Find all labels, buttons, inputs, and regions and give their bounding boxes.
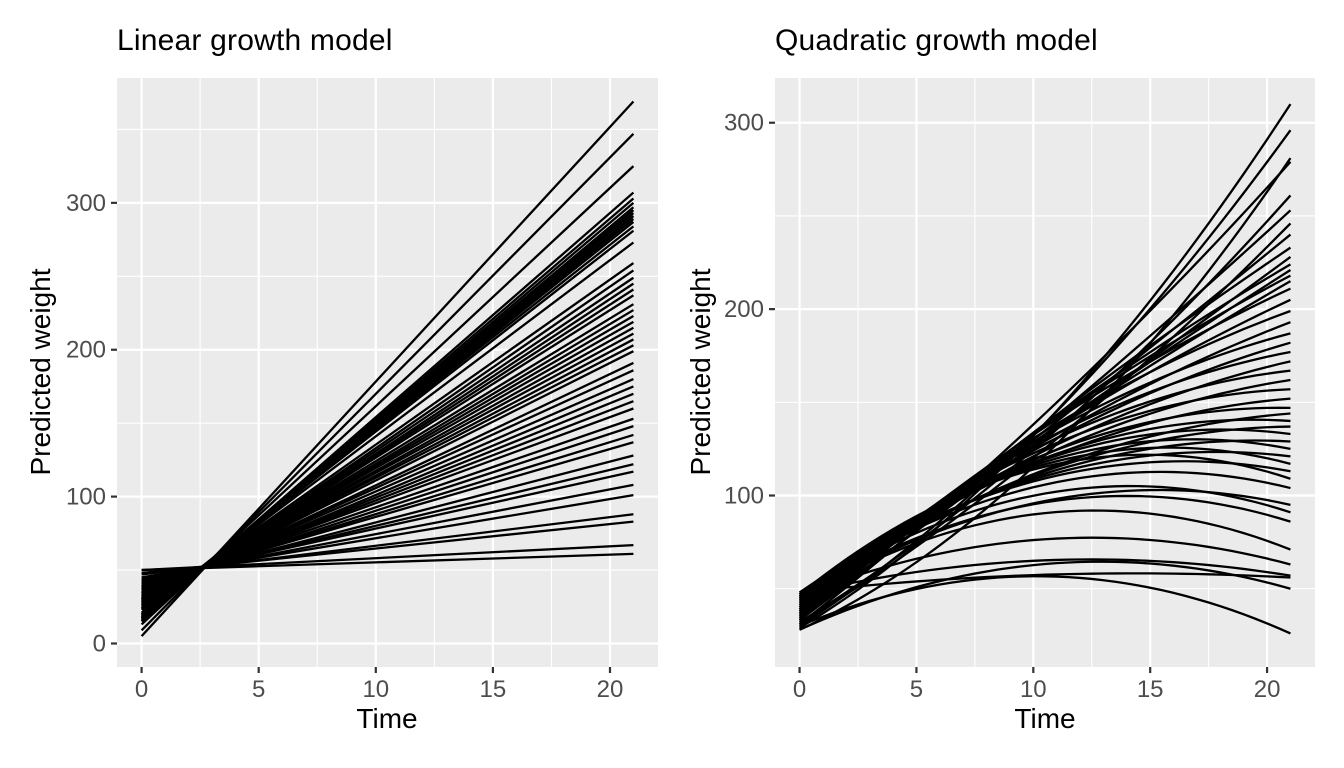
prediction-line xyxy=(141,417,634,589)
left-x-axis-title: Time xyxy=(356,703,418,734)
x-tick-label: 10 xyxy=(362,676,389,703)
prediction-line xyxy=(141,543,634,572)
x-tick-label: 0 xyxy=(135,676,148,703)
right-x-axis-title: Time xyxy=(1014,703,1076,734)
right-y-axis-title: Predicted weight xyxy=(685,268,716,476)
prediction-curve xyxy=(799,575,1291,635)
x-tick-label: 20 xyxy=(1254,676,1281,703)
right-plot-title: Quadratic growth model xyxy=(775,24,1098,57)
y-tick-label: 0 xyxy=(93,630,106,657)
right-panel-plot-area: 0 5 10 15 20 100 200 300 xyxy=(724,78,1315,703)
prediction-curve xyxy=(798,470,1291,598)
prediction-curve xyxy=(799,572,1291,594)
x-tick-label: 20 xyxy=(597,676,624,703)
x-tick-label: 10 xyxy=(1020,676,1047,703)
y-tick-label: 200 xyxy=(724,296,764,323)
left-plot-title: Linear growth model xyxy=(117,24,393,57)
prediction-curve xyxy=(799,558,1291,596)
panel-background xyxy=(117,78,658,667)
prediction-curve xyxy=(798,460,1291,594)
prediction-line xyxy=(141,520,634,575)
y-tick-label: 100 xyxy=(724,483,764,510)
x-tick-label: 5 xyxy=(910,676,923,703)
prediction-line xyxy=(141,552,634,572)
y-tick-label: 200 xyxy=(66,337,106,364)
prediction-curve xyxy=(798,450,1291,596)
y-tick-label: 300 xyxy=(724,110,764,137)
x-tick-label: 5 xyxy=(252,676,265,703)
x-tick-label: 15 xyxy=(480,676,507,703)
x-tick-label: 0 xyxy=(793,676,806,703)
prediction-curve xyxy=(798,453,1291,596)
left-y-axis-title: Predicted weight xyxy=(25,268,56,476)
y-tick-label: 300 xyxy=(66,190,106,217)
prediction-curve xyxy=(799,536,1291,598)
x-tick-label: 15 xyxy=(1137,676,1164,703)
prediction-curve xyxy=(798,494,1291,600)
prediction-curve xyxy=(798,484,1291,599)
prediction-curve xyxy=(798,509,1291,601)
y-tick-label: 100 xyxy=(66,484,106,511)
